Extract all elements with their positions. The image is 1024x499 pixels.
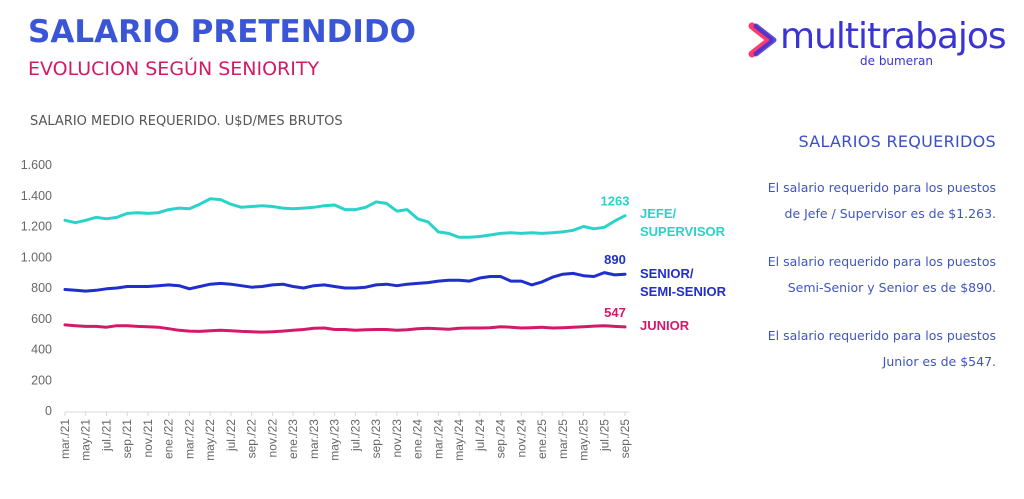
- summary-jefe: El salario requerido para los puestos de…: [767, 180, 996, 221]
- series-name-label: JEFE/: [640, 206, 677, 221]
- y-tick-label: 200: [31, 373, 52, 387]
- logo-wordmark: multitrabajos: [780, 16, 1007, 57]
- x-tick-label: may./25: [577, 419, 591, 461]
- chevron-right-icon: [748, 22, 777, 58]
- x-tick-label: sep./25: [618, 419, 632, 459]
- salary-line-chart: 0 200 400 600 800 1.000 1.200 1.400 1.600 mar./21…: [21, 158, 727, 461]
- end-value-label: 1263: [601, 194, 630, 209]
- summary-title: SALARIOS REQUERIDOS: [798, 132, 996, 151]
- x-tick-label: mar./25: [556, 419, 570, 459]
- page-title: SALARIO PRETENDIDO: [28, 14, 416, 50]
- y-tick-label: 1.600: [21, 158, 52, 172]
- summary-junior: El salario requerido para los puestos Ju…: [767, 328, 996, 369]
- brand-logo: multitrabajos de bumeran: [748, 16, 1018, 72]
- x-tick-label: jul./24: [473, 419, 487, 452]
- x-tick-label: sep./24: [494, 419, 508, 459]
- x-tick-label: nov./22: [265, 419, 279, 458]
- series-line-2: [63, 323, 627, 334]
- x-tick-label: may./22: [203, 419, 217, 461]
- x-tick-label: nov./21: [141, 419, 155, 458]
- x-tick-label: may./23: [328, 419, 342, 461]
- y-tick-label: 1.400: [21, 189, 52, 203]
- summary-panel: SALARIOS REQUERIDOS El salario requerido…: [756, 132, 996, 397]
- x-tick-label: ene./22: [162, 419, 176, 459]
- logo-subtext: de bumeran: [860, 54, 934, 68]
- x-tick-label: ene./23: [286, 419, 300, 459]
- x-tick-label: ene./25: [535, 419, 549, 459]
- y-tick-label: 400: [31, 343, 52, 357]
- summary-senior: El salario requerido para los puestos Se…: [767, 254, 996, 295]
- x-tick-label: may./21: [79, 419, 93, 461]
- x-tick-label: nov./24: [514, 419, 528, 458]
- x-tick-label: ene./24: [411, 419, 425, 459]
- x-tick-label: sep./22: [245, 419, 259, 459]
- y-tick-label: 0: [45, 404, 52, 418]
- x-tick-label: jul./22: [224, 419, 238, 452]
- series-name-label: SUPERVISOR: [640, 224, 726, 239]
- x-tick-label: mar./24: [431, 419, 445, 459]
- x-tick-label: sep./21: [120, 419, 134, 459]
- y-tick-label: 1.200: [21, 220, 52, 234]
- x-tick-label: nov./23: [390, 419, 404, 458]
- x-tick-label: mar./22: [182, 419, 196, 459]
- x-tick-label: may./24: [452, 419, 466, 461]
- y-tick-label: 800: [31, 281, 52, 295]
- x-tick-label: sep./23: [369, 419, 383, 459]
- end-value-label: 890: [604, 252, 626, 267]
- series-line-0: [63, 197, 627, 239]
- series-name-label: SEMI-SENIOR: [640, 284, 727, 299]
- chart-title: SALARIO MEDIO REQUERIDO. U$D/MES BRUTOS: [30, 114, 343, 129]
- x-tick-label: mar./23: [307, 419, 321, 459]
- x-tick-label: jul./25: [597, 419, 611, 452]
- series-line-1: [63, 271, 627, 293]
- page-subtitle: EVOLUCION SEGÚN SENIORITY: [28, 58, 320, 80]
- end-value-label: 547: [604, 305, 626, 320]
- x-tick-label: jul./23: [348, 419, 362, 452]
- x-tick-label: mar./21: [58, 419, 72, 459]
- series-name-label: SENIOR/: [640, 266, 694, 281]
- y-tick-label: 600: [31, 312, 52, 326]
- y-tick-label: 1.000: [21, 250, 52, 264]
- series-name-label: JUNIOR: [640, 318, 690, 333]
- x-tick-label: jul./21: [99, 419, 113, 452]
